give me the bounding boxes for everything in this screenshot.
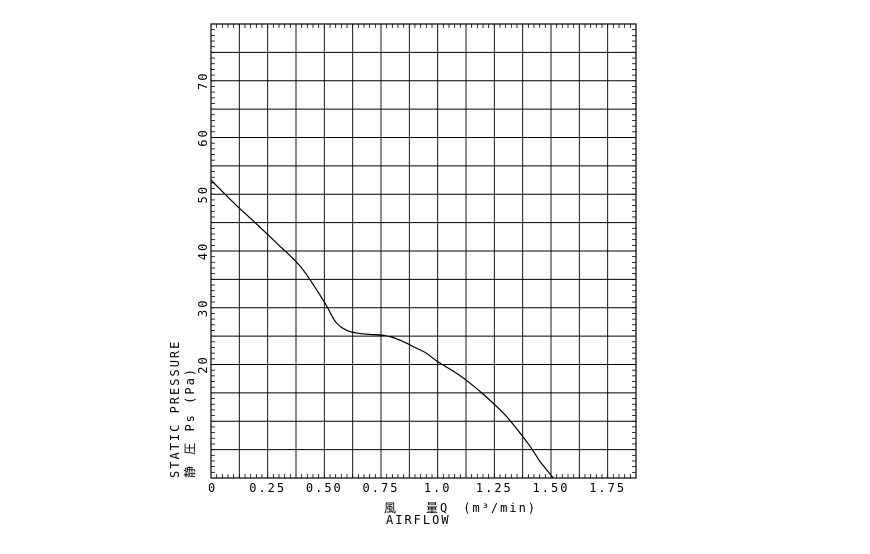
- grid-lines: [211, 24, 636, 478]
- x-tick-label: 1.75: [589, 481, 626, 495]
- x-tick-labels: 0 0.25 0.50 0.75 1.0 1.25 1.50 1.75: [208, 481, 626, 495]
- plot-frame: [210, 23, 637, 479]
- x-tick-label: 1.0: [424, 481, 452, 495]
- y-tick-label: 50: [196, 185, 210, 203]
- x-axis-label-jp: 風 量Q (m³/min): [384, 501, 537, 515]
- y-tick-label: 40: [196, 242, 210, 260]
- x-tick-label: 0.25: [249, 481, 286, 495]
- y-axis-label-en: STATIC PRESSURE: [168, 340, 182, 478]
- x-tick-label: 1.50: [533, 481, 570, 495]
- y-tick-label: 60: [196, 128, 210, 146]
- y-tick-label: 20: [196, 355, 210, 373]
- y-axis-label-jp: 静 圧 Ps (Pa): [183, 367, 197, 478]
- pressure-curve: [210, 179, 554, 479]
- y-tick-labels: 20 30 40 50 60 70: [196, 72, 210, 374]
- y-tick-label: 70: [196, 72, 210, 90]
- x-tick-label: 0.75: [363, 481, 400, 495]
- y-tick-label: 30: [196, 299, 210, 317]
- x-tick-label: 1.25: [476, 481, 513, 495]
- x-tick-label: 0: [208, 481, 217, 495]
- x-tick-label: 0.50: [306, 481, 343, 495]
- x-axis-label-en: AIRFLOW: [386, 513, 451, 527]
